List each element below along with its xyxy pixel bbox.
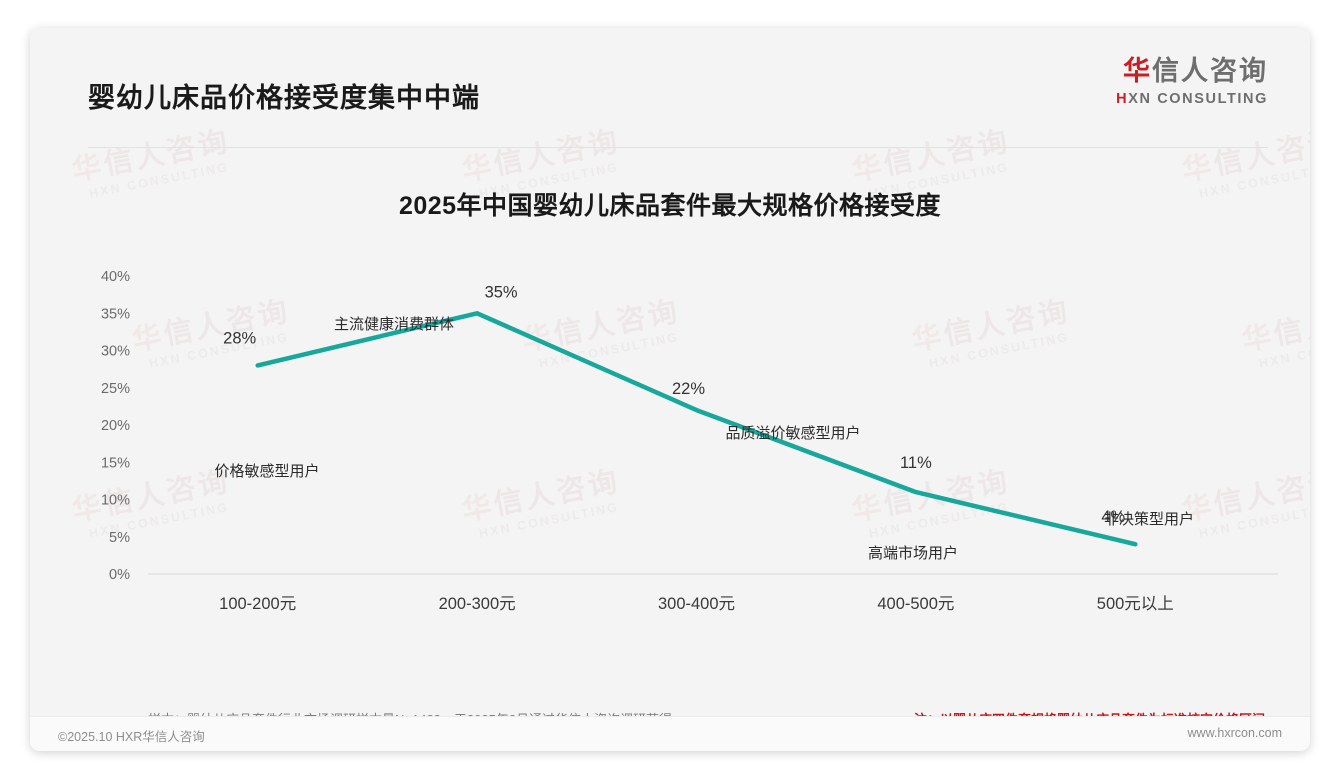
- y-axis-tick-label: 25%: [101, 381, 130, 397]
- x-axis-tick-label: 300-400元: [658, 595, 735, 613]
- y-axis-tick-label: 20%: [101, 418, 130, 434]
- data-point-label: 11%: [900, 454, 932, 472]
- line-chart: 0% 5% 10% 15% 20% 25% 30% 35% 40% 100-200元 200-300…: [30, 28, 1310, 751]
- data-point-annotation: 非决策型用户: [1104, 511, 1194, 528]
- data-point-label: 28%: [223, 329, 256, 347]
- data-point-annotation: 主流健康消费群体: [334, 316, 454, 333]
- data-point-label: 22%: [672, 380, 705, 398]
- y-axis-tick-label: 35%: [101, 306, 130, 322]
- x-axis-tick-label: 400-500元: [877, 595, 954, 613]
- data-point-annotation: 高端市场用户: [868, 545, 958, 562]
- page-title: 婴幼儿床品价格接受度集中中端: [88, 83, 480, 113]
- y-axis-tick-label: 40%: [101, 269, 130, 285]
- copyright-text: ©2025.10 HXR华信人咨询: [58, 730, 205, 744]
- y-axis-tick-label: 10%: [101, 493, 130, 509]
- y-axis-tick-label: 0%: [109, 567, 130, 583]
- slide-card: 华信人咨询 HXN CONSULTING 华信人咨询 HXN CONSULTING 华信…: [30, 28, 1310, 751]
- chart-svg: 0% 5% 10% 15% 20% 25% 30% 35% 40% 100-200元 200-300…: [101, 269, 1278, 613]
- slide-header: 婴幼儿床品价格接受度集中中端 华信人咨询 HXN CONSULTING: [30, 28, 1310, 120]
- company-logo: 华信人咨询 HXN CONSULTING: [1068, 56, 1268, 107]
- x-axis-tick-label: 500元以上: [1097, 594, 1174, 613]
- website-link[interactable]: www.hxrcon.com: [1187, 726, 1282, 740]
- data-point-label: 4%: [1101, 508, 1125, 526]
- header-divider: [88, 147, 1268, 148]
- x-axis-tick-label: 100-200元: [219, 595, 296, 613]
- logo-en-rest: XN CONSULTING: [1128, 91, 1268, 108]
- x-axis-tick-label: 200-300元: [439, 595, 516, 613]
- y-axis-tick-label: 30%: [101, 344, 130, 360]
- data-point-label: 35%: [485, 283, 518, 301]
- logo-english: HXN CONSULTING: [1068, 91, 1268, 107]
- chart-title: 2025年中国婴幼儿床品套件最大规格价格接受度: [398, 192, 942, 220]
- logo-cn-rest: 信人咨询: [1152, 56, 1268, 86]
- footer-bar: ©2025.10 HXR华信人咨询 www.hxrcon.com: [30, 716, 1310, 751]
- y-axis-tick-label: 15%: [101, 455, 130, 471]
- data-point-annotation: 价格敏感型用户: [214, 463, 319, 480]
- data-point-annotation: 品质溢价敏感型用户: [725, 425, 860, 442]
- logo-h-char: H: [1116, 91, 1129, 108]
- logo-hua-char: 华: [1123, 56, 1152, 86]
- logo-chinese: 华信人咨询: [1068, 56, 1268, 87]
- y-axis-tick-label: 5%: [109, 530, 130, 546]
- data-line: [255, 311, 1138, 547]
